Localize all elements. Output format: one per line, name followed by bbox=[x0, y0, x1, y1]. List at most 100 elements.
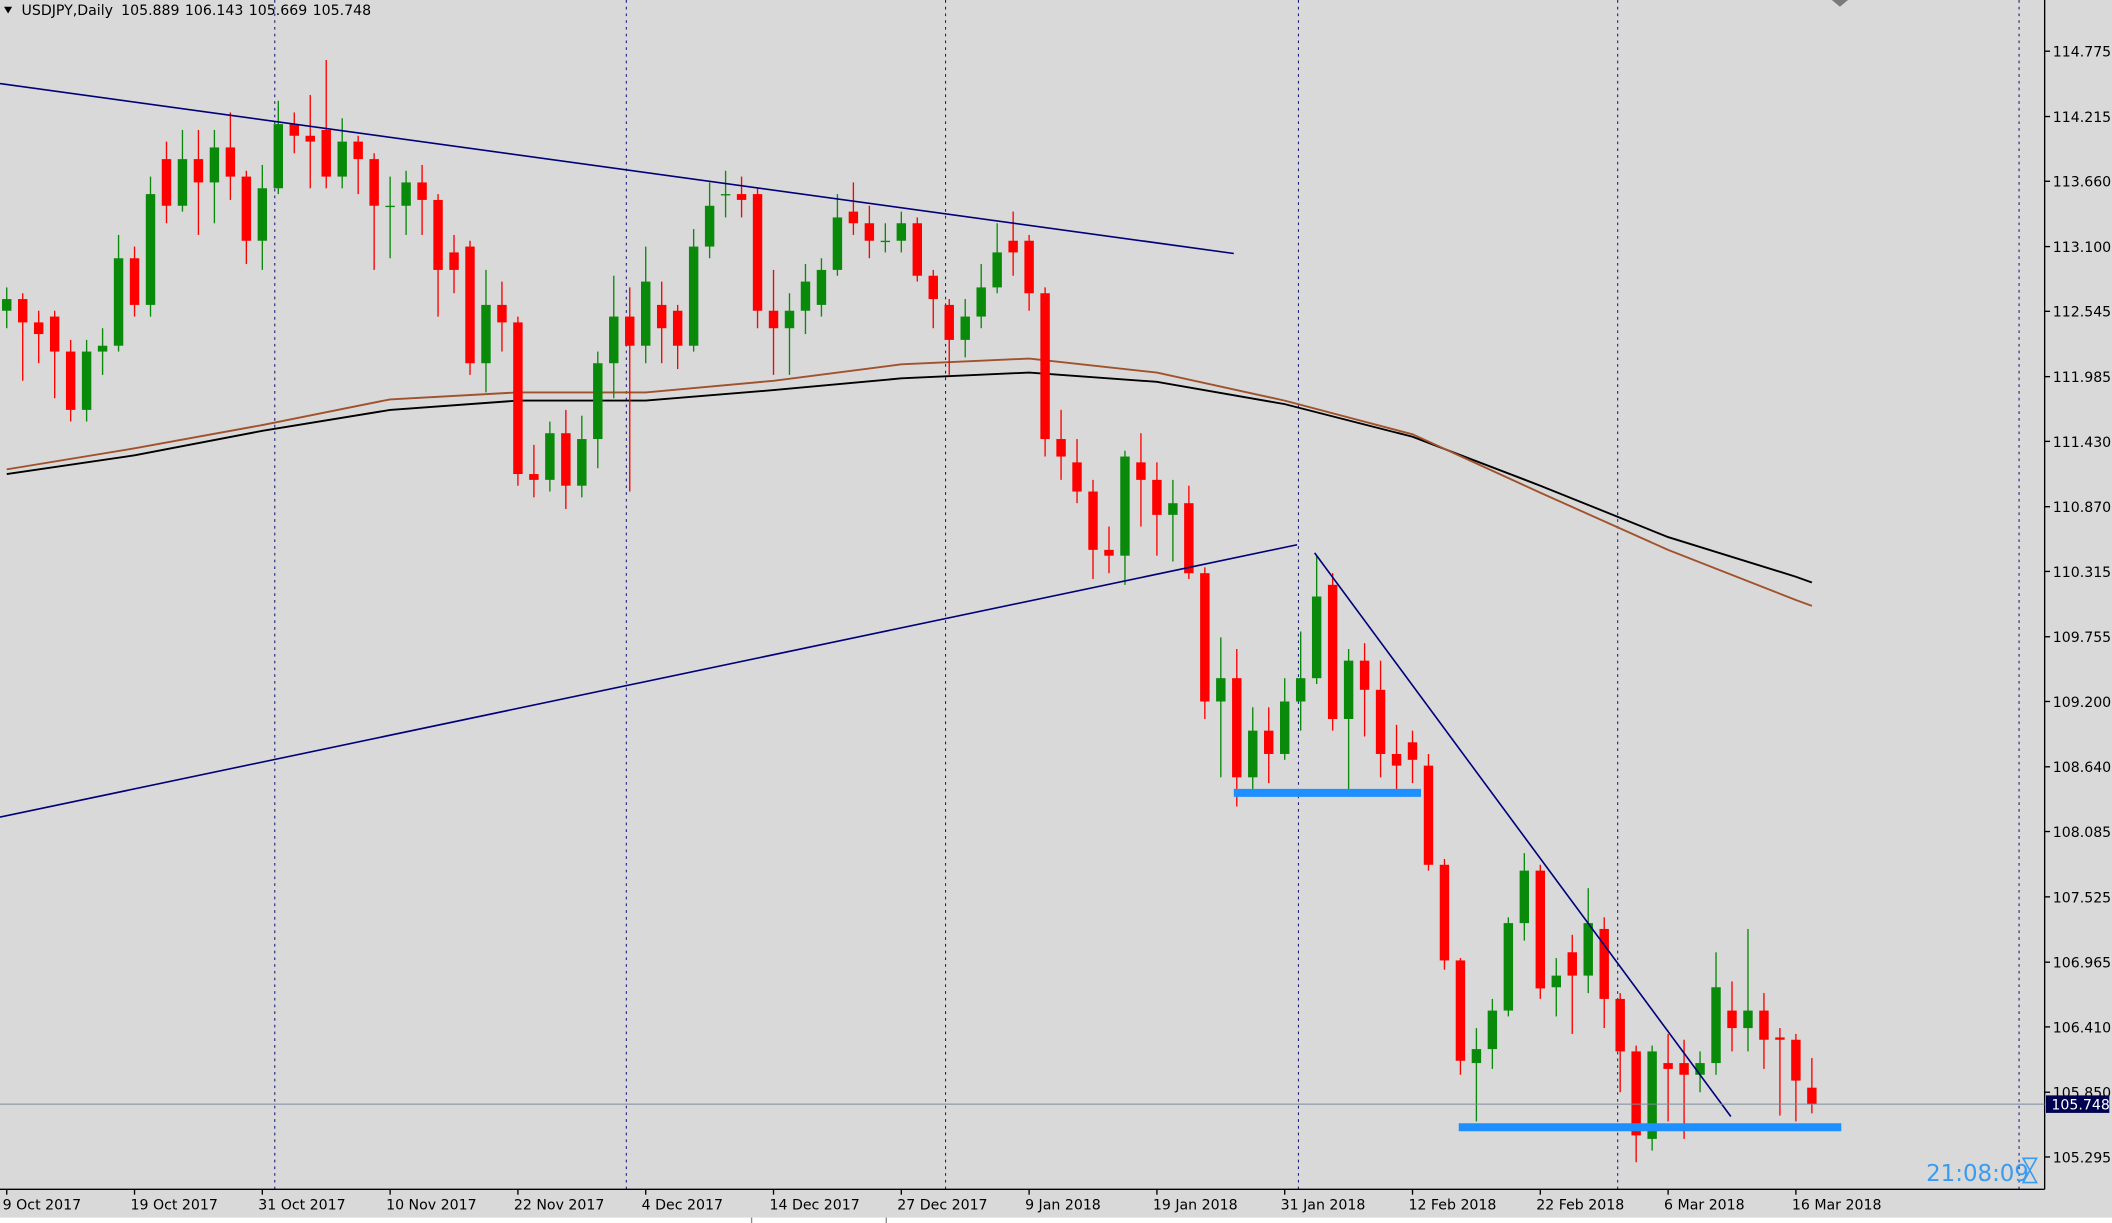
candle-body bbox=[1487, 1010, 1498, 1050]
candle-body bbox=[113, 258, 124, 346]
candle-body bbox=[1295, 678, 1306, 702]
candle-body bbox=[1743, 1010, 1753, 1029]
header-low: 105.669 bbox=[249, 3, 307, 19]
candle-body bbox=[1423, 765, 1434, 865]
y-tick-label: 106.410 bbox=[2053, 1020, 2111, 1036]
candle-body bbox=[864, 223, 875, 241]
header-high: 106.143 bbox=[185, 3, 243, 19]
candle-body bbox=[1519, 870, 1530, 924]
symbol: USDJPY,Daily bbox=[22, 3, 113, 19]
candle-body bbox=[1759, 1010, 1769, 1040]
candles bbox=[2, 59, 1817, 1163]
candle-body bbox=[625, 316, 635, 346]
x-tick-label: 31 Oct 2017 bbox=[258, 1198, 345, 1214]
candle-body bbox=[896, 223, 907, 241]
trendline[interactable] bbox=[0, 543, 1298, 818]
candle-body bbox=[1120, 456, 1130, 556]
candle-body bbox=[768, 310, 779, 329]
candle-body bbox=[1679, 1063, 1689, 1075]
header-arrow[interactable] bbox=[4, 6, 13, 14]
candle-body bbox=[1152, 479, 1162, 515]
candle-body bbox=[1583, 923, 1593, 976]
candle-body bbox=[129, 258, 140, 305]
candle-body bbox=[1168, 503, 1178, 515]
candle-body bbox=[289, 124, 299, 136]
candle-body bbox=[529, 474, 539, 480]
x-tick-label: 16 Mar 2018 bbox=[1792, 1198, 1882, 1214]
candle-body bbox=[1040, 293, 1050, 440]
trendline[interactable] bbox=[1313, 552, 1732, 1117]
candle-body bbox=[465, 246, 475, 364]
y-tick-label: 114.775 bbox=[2053, 45, 2111, 61]
candle-body bbox=[209, 147, 220, 183]
candle-body bbox=[1695, 1063, 1705, 1075]
candle-body bbox=[1088, 491, 1098, 550]
candle-body bbox=[1663, 1063, 1673, 1069]
y-tick-label: 113.660 bbox=[2053, 175, 2111, 191]
y-tick-label: 113.100 bbox=[2053, 240, 2111, 256]
candle-body bbox=[561, 433, 571, 486]
candle-body bbox=[784, 310, 795, 329]
candle-body bbox=[593, 363, 603, 440]
candle-body bbox=[1391, 753, 1402, 766]
candle-body bbox=[848, 211, 859, 224]
y-tick-label: 110.315 bbox=[2053, 565, 2111, 581]
candle-body bbox=[1711, 987, 1721, 1064]
candle-body bbox=[720, 194, 731, 196]
candle-body bbox=[1439, 864, 1450, 961]
candle-body bbox=[2, 299, 12, 311]
candle-body bbox=[17, 299, 28, 323]
candle-body bbox=[1599, 928, 1609, 999]
candle-body bbox=[736, 194, 747, 200]
period-separators bbox=[274, 0, 2020, 1190]
candle-body bbox=[145, 194, 156, 305]
y-tick-label: 109.200 bbox=[2053, 695, 2111, 711]
x-tick-label: 19 Jan 2018 bbox=[1153, 1198, 1238, 1214]
candle-body bbox=[880, 240, 891, 243]
candle-body bbox=[1791, 1039, 1801, 1081]
y-tick-label: 112.545 bbox=[2053, 305, 2111, 321]
candle-body bbox=[1807, 1087, 1817, 1105]
candle-body bbox=[1503, 923, 1514, 1011]
candle-body bbox=[1136, 462, 1146, 480]
x-tick-label: 27 Dec 2017 bbox=[897, 1198, 987, 1214]
candle-body bbox=[1615, 998, 1625, 1052]
support-levels[interactable] bbox=[1233, 788, 1842, 1132]
candle-body bbox=[976, 287, 986, 317]
candle-body bbox=[577, 439, 587, 486]
candle-body bbox=[545, 433, 555, 480]
candle-body bbox=[1567, 952, 1577, 976]
candle-body bbox=[1311, 596, 1322, 679]
y-tick-label: 108.640 bbox=[2053, 760, 2111, 776]
candle-body bbox=[641, 281, 651, 346]
candle-body bbox=[1343, 660, 1354, 719]
candle-body bbox=[1216, 678, 1226, 702]
shift-marker[interactable] bbox=[1831, 0, 1848, 7]
candle-body bbox=[1232, 678, 1242, 778]
bottom-strip bbox=[0, 1217, 2112, 1223]
y-tick-label: 106.965 bbox=[2053, 956, 2111, 972]
x-tick-label: 22 Feb 2018 bbox=[1536, 1198, 1624, 1214]
candle-body bbox=[912, 223, 923, 276]
x-tick-label: 9 Jan 2018 bbox=[1025, 1198, 1101, 1214]
candle-body bbox=[1727, 1010, 1737, 1029]
candle-body bbox=[1455, 960, 1466, 1061]
x-tick-label: 22 Nov 2017 bbox=[514, 1198, 605, 1214]
candle-body bbox=[449, 252, 459, 270]
candle-body bbox=[257, 188, 268, 241]
candle-body bbox=[177, 159, 188, 206]
bar-timer: 21:08:09 bbox=[1926, 1161, 2029, 1187]
trendlines[interactable] bbox=[0, 82, 1732, 1117]
candle-body bbox=[1264, 730, 1274, 754]
trendline[interactable] bbox=[0, 82, 1234, 255]
candle-body bbox=[1535, 870, 1546, 989]
header-close: 105.748 bbox=[313, 3, 371, 19]
moving-average bbox=[6, 357, 1813, 607]
x-tick-label: 14 Dec 2017 bbox=[769, 1198, 859, 1214]
y-tick-label: 109.755 bbox=[2053, 630, 2111, 646]
candle-body bbox=[960, 316, 970, 340]
moving-average bbox=[6, 371, 1813, 584]
